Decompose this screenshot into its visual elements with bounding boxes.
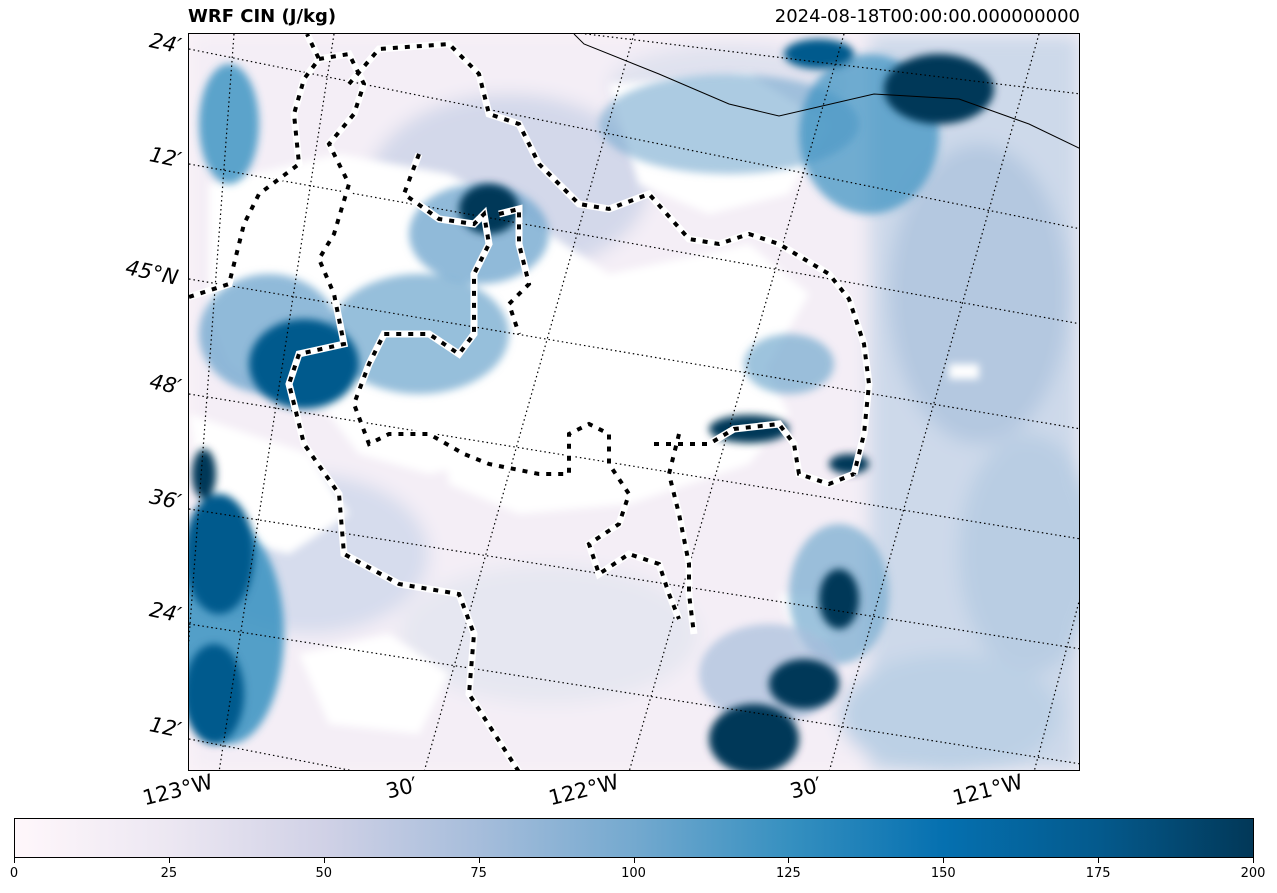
colorbar-tick-label: 150 <box>930 866 956 881</box>
colorbar-tick <box>633 858 635 863</box>
colorbar <box>14 818 1254 858</box>
colorbar-tick-label: 200 <box>1240 866 1266 881</box>
graticule <box>189 34 1079 770</box>
lat-label-7: 12′ <box>147 712 184 743</box>
colorbar-tick-label: 0 <box>9 866 19 881</box>
colorbar-tick-label: 25 <box>160 866 178 881</box>
lat-label-1: 24′ <box>147 28 184 59</box>
lat-label-2: 12′ <box>147 142 184 173</box>
lat-label-3: 45°N <box>123 255 181 290</box>
cin-field-dark <box>189 39 994 770</box>
county-boundaries <box>189 34 873 770</box>
colorbar-tick <box>168 858 170 863</box>
colorbar-tick-label: 50 <box>315 866 333 881</box>
colorbar-tick <box>478 858 480 863</box>
colorbar-tick <box>14 858 15 863</box>
map-panel[interactable] <box>188 33 1080 771</box>
lat-label-4: 48′ <box>147 369 184 400</box>
colorbar-tick <box>323 858 325 863</box>
lon-label-4: 30′ <box>787 772 824 804</box>
colorbar-tick-label: 175 <box>1085 866 1111 881</box>
map-timestamp: 2024-08-18T00:00:00.000000000 <box>774 6 1080 27</box>
lat-label-5: 36′ <box>147 484 184 515</box>
lon-label-5: 121°W <box>950 769 1026 811</box>
lon-label-1: 123°W <box>140 769 216 811</box>
colorbar-tick <box>1253 858 1254 863</box>
colorbar-tick-label: 125 <box>775 866 801 881</box>
cin-field-map <box>189 34 1079 770</box>
colorbar-tick <box>1098 858 1100 863</box>
state-border <box>573 34 1079 149</box>
colorbar-tick <box>943 858 945 863</box>
lat-label-6: 24′ <box>147 597 184 628</box>
map-title: WRF CIN (J/kg) <box>188 6 337 27</box>
lon-label-3: 122°W <box>546 769 622 811</box>
colorbar-tick-label: 100 <box>621 866 646 881</box>
lon-label-2: 30′ <box>383 772 420 804</box>
colorbar-tick-label: 75 <box>470 866 487 881</box>
colorbar-tick <box>788 858 790 863</box>
